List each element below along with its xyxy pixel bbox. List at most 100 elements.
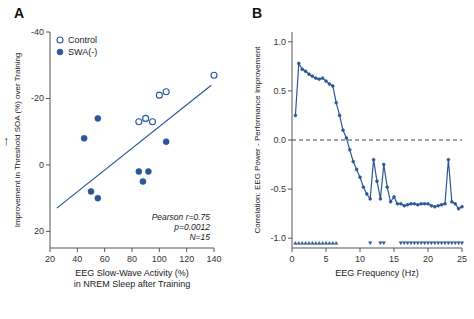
line-point [396, 202, 399, 205]
line-point [427, 202, 430, 205]
scatter-point [369, 242, 372, 245]
x-tick-label: 0 [289, 254, 294, 264]
x-tick-label: 20 [45, 254, 55, 264]
scatter-point [454, 242, 457, 245]
line-point [393, 196, 396, 199]
line-point [423, 202, 426, 205]
scatter-point [423, 242, 426, 245]
line-point [382, 163, 385, 166]
y-axis-label: Correlation: EEG Power - Performance Imp… [253, 46, 262, 234]
line-point [444, 202, 447, 205]
y-tick-label: -1.0 [270, 233, 286, 243]
legend-label: Control [68, 35, 97, 45]
line-point [362, 186, 365, 189]
x-axis-label-line: in NREM Sleep after Training [74, 279, 191, 289]
x-tick [159, 248, 160, 252]
scatter-point [420, 242, 423, 245]
line-point [457, 207, 460, 210]
scatter-point [460, 242, 463, 245]
line-point [420, 202, 423, 205]
x-tick [360, 248, 361, 252]
plot-area [57, 72, 217, 208]
y-tick-label: 0 [39, 160, 44, 170]
scatter-point [307, 241, 310, 244]
y-axis-line [50, 32, 51, 248]
line-point [461, 205, 464, 208]
line-point [297, 62, 300, 65]
scatter-point [145, 169, 151, 175]
x-tick [326, 248, 327, 252]
scatter-point [328, 241, 331, 244]
y-tick [288, 238, 292, 239]
line-point [311, 75, 314, 78]
line-point [454, 202, 457, 205]
scatter-point [324, 241, 327, 244]
y-axis-label: Improvement in Threshold SOA (%) over Tr… [13, 53, 22, 228]
annotation-line: N=15 [189, 232, 210, 242]
line-point [369, 197, 372, 200]
scatter-point [156, 92, 162, 98]
scatter-point [321, 241, 324, 244]
scatter-point [457, 242, 460, 245]
y-tick-label: 0.0 [273, 135, 286, 145]
y-tick-label: -0.5 [270, 184, 286, 194]
scatter-point [314, 241, 317, 244]
line [57, 85, 211, 208]
x-tick-label: 100 [152, 254, 167, 264]
x-tick [394, 248, 395, 252]
scatter-point [399, 242, 402, 245]
line-point [372, 158, 375, 161]
x-tick [104, 248, 105, 252]
line-point [410, 202, 413, 205]
line-point [403, 204, 406, 207]
x-axis-label-line: EEG Slow-Wave Activity (%) [75, 268, 189, 278]
x-tick-label: 25 [457, 254, 467, 264]
x-tick-label: 40 [72, 254, 82, 264]
x-tick [214, 248, 215, 252]
line-point [365, 193, 368, 196]
x-tick-label: 5 [323, 254, 328, 264]
scatter-point [140, 179, 146, 185]
scatter-point [294, 241, 297, 244]
line-point [308, 73, 311, 76]
panel: 0510152025-1.0-0.50.00.51.0EEG Frequency… [252, 5, 467, 278]
x-axis-label-line: EEG Frequency (Hz) [335, 268, 419, 278]
scatter-point [382, 242, 385, 245]
line-point [379, 197, 382, 200]
scatter-point [150, 119, 156, 125]
scatter-point [136, 169, 142, 175]
y-tick-label: -20 [31, 93, 44, 103]
scatter-point [450, 242, 453, 245]
line-point [328, 83, 331, 86]
scatter-point [318, 241, 321, 244]
scatter-point [443, 242, 446, 245]
x-tick [462, 248, 463, 252]
line-point [450, 200, 453, 203]
line-point [348, 148, 351, 151]
y-tick [288, 90, 292, 91]
x-tick [77, 248, 78, 252]
x-tick [132, 248, 133, 252]
plot-area [292, 62, 464, 245]
y-tick-label: -40 [31, 27, 44, 37]
scatter-point [301, 241, 304, 244]
line-point [338, 114, 341, 117]
x-tick [292, 248, 293, 252]
annotation: Pearson r=0.75p=0.0012N=15 [152, 212, 211, 242]
scatter-point [437, 242, 440, 245]
line-point [314, 77, 317, 80]
x-tick-label: 20 [423, 254, 433, 264]
scatter-point [81, 135, 87, 141]
scatter-point [440, 242, 443, 245]
scatter-point [163, 139, 169, 145]
legend-marker [57, 49, 63, 55]
line-point [352, 160, 355, 163]
scatter-point [311, 241, 314, 244]
line-point [359, 176, 362, 179]
x-tick-label: 120 [179, 254, 194, 264]
line-point [304, 70, 307, 73]
x-axis-line [292, 248, 462, 249]
y-tick [46, 164, 50, 165]
x-tick-label: 15 [389, 254, 399, 264]
figure: 20406080100120140-40-20020EEG Slow-Wave … [0, 0, 474, 319]
